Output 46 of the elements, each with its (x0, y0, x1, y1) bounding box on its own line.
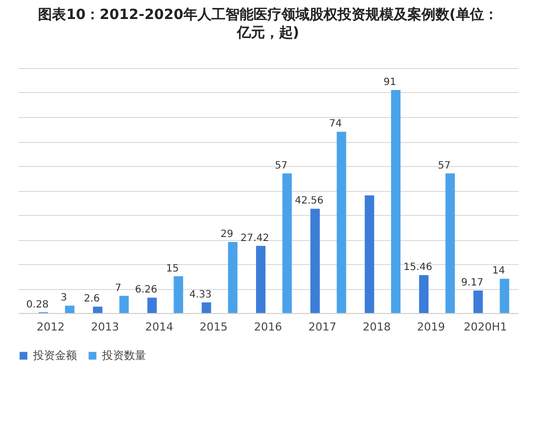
data-label: 6.26 (134, 284, 158, 296)
data-label: 15.46 (404, 262, 432, 274)
bar (93, 306, 102, 313)
x-tick-label: 2015 (200, 320, 228, 334)
bar (119, 296, 129, 313)
bar (473, 290, 483, 313)
bar (147, 298, 157, 313)
data-label: 74 (329, 118, 342, 130)
bar (391, 90, 401, 313)
bar (310, 208, 320, 313)
x-tick-label: 2019 (417, 320, 446, 334)
data-label: 27.42 (240, 232, 270, 244)
x-tick-label: 2012 (36, 320, 65, 334)
bar (419, 275, 429, 313)
x-tick-label: 2013 (90, 320, 119, 334)
data-label: 91 (384, 77, 396, 88)
data-label: 14 (492, 266, 505, 277)
bar (65, 306, 74, 313)
data-label: 3 (60, 292, 67, 304)
bar (202, 302, 212, 313)
bar (282, 173, 292, 313)
bar (174, 276, 184, 313)
data-label: 9.17 (461, 278, 484, 289)
x-tick-label: 2017 (308, 320, 336, 334)
bar (228, 242, 238, 313)
data-label: 57 (274, 160, 288, 172)
data-label: 29 (220, 228, 234, 240)
data-label: 42.56 (294, 196, 324, 207)
x-tick-label: 2018 (362, 320, 391, 334)
data-label: 0.28 (26, 299, 49, 310)
data-label: 57 (438, 160, 451, 172)
x-tick-label: 2014 (145, 320, 174, 334)
bar (336, 132, 346, 313)
data-label: 7 (114, 282, 122, 294)
x-tick-label: 2016 (254, 320, 282, 334)
bar (445, 173, 455, 313)
bar (364, 195, 374, 313)
chart-title: 图表10：2012-2020年人工智能医疗领域股权投资规模及案例数(单位：亿元，起) (38, 6, 498, 41)
bar (256, 246, 266, 313)
x-tick-label: 2020H1 (464, 320, 508, 334)
legend-label: 投资数量 (101, 348, 146, 362)
bar (500, 278, 510, 313)
data-label: 4.33 (189, 289, 212, 300)
data-label: 15 (166, 263, 179, 274)
data-label: 2.6 (84, 294, 100, 305)
legend-label: 投资金额 (32, 348, 77, 362)
